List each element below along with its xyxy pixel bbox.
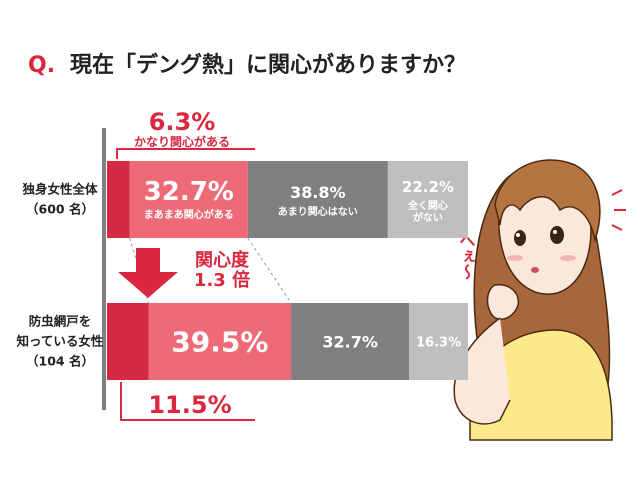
bar-row2-seg1	[107, 303, 149, 380]
row2-seg3-value: 32.7%	[322, 333, 378, 352]
bar-row2-seg2	[148, 303, 292, 380]
row1-seg4-value: 22.2%	[402, 178, 454, 196]
row1-seg3-value: 38.8%	[290, 183, 346, 202]
girl-illustration	[453, 159, 626, 441]
bars-layer	[102, 128, 468, 410]
bar-row1-seg3	[247, 161, 388, 238]
row2-category-label: 知っている女性	[16, 334, 104, 349]
connector-line-2	[247, 237, 292, 304]
row2-category-label: （104 名）	[26, 354, 94, 369]
row1-category-label: 独身女性全体	[21, 182, 98, 197]
bar-row2-seg3	[291, 303, 410, 380]
callout-bracket-bottom	[120, 382, 255, 421]
chart-title: 現在「デング熱」に関心がありますか？	[70, 52, 466, 78]
down-arrow-icon	[118, 248, 178, 298]
bar-row2-seg4	[409, 303, 468, 380]
row1-category-label: （600 名）	[26, 202, 94, 217]
row1-seg1-name: かなり関心がある	[134, 134, 230, 149]
row1-seg4-name: 全く関心	[407, 199, 448, 212]
row1-seg2-name: まあまあ関心がある	[144, 208, 234, 221]
row1-seg2-value: 32.7%	[144, 177, 234, 207]
row2-seg1-value: 11.5%	[148, 391, 231, 419]
callout-ratio-label: 1.3 倍	[194, 269, 250, 291]
bar-row1-seg4	[387, 161, 468, 238]
exclamation-text: へぇ～	[457, 232, 476, 281]
callout-bracket-top	[116, 148, 255, 159]
bar-row1-seg2	[129, 161, 248, 238]
row2-seg4-value: 16.3%	[416, 336, 461, 351]
row1-seg4-name: がない	[413, 211, 443, 224]
bar-row1-seg1	[107, 161, 130, 238]
question-mark-prefix: Q.	[28, 53, 55, 78]
row1-seg1-value: 6.3%	[149, 108, 216, 136]
row2-category-label: 防虫網戸を	[29, 314, 92, 329]
callout-ratio-label: 関心度	[195, 249, 250, 271]
row1-seg3-name: あまり関心はない	[278, 205, 358, 218]
row2-seg2-value: 39.5%	[171, 326, 268, 359]
